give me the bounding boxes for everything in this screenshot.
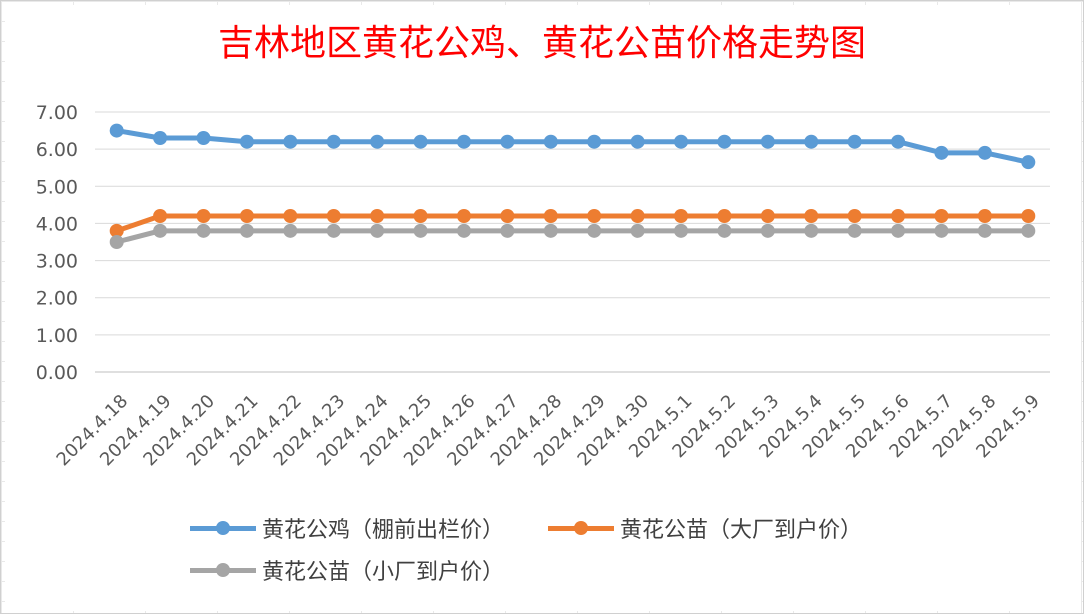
data-point-series-2	[717, 209, 732, 223]
data-point-series-1	[1021, 155, 1036, 170]
data-point-series-1	[500, 134, 515, 149]
data-point-series-3	[413, 223, 428, 238]
legend-swatch-series-2	[548, 518, 614, 538]
data-point-series-2	[760, 209, 775, 223]
legend-swatch-series-1	[190, 518, 256, 538]
data-point-series-3	[326, 223, 341, 238]
data-point-series-2	[109, 223, 124, 238]
data-point-series-1	[370, 134, 385, 149]
data-point-series-1	[326, 134, 341, 149]
data-point-series-1	[674, 134, 689, 149]
data-point-series-2	[283, 209, 298, 223]
data-point-series-3	[370, 223, 385, 238]
data-point-series-3	[109, 235, 124, 249]
legend-label-series-3: 黄花公苗（小厂到户价）	[262, 560, 505, 585]
chart-area	[5, 5, 1081, 611]
y-tick-label: 3.00	[36, 251, 78, 273]
data-point-series-1	[413, 134, 428, 149]
data-point-series-2	[326, 209, 341, 223]
data-point-series-3	[977, 223, 992, 238]
data-point-series-2	[370, 209, 385, 223]
legend-item-series-1: 黄花公鸡（棚前出栏价）	[190, 512, 504, 544]
chart-title: 吉林地区黄花公鸡、黄花公苗价格走势图	[217, 23, 866, 64]
data-point-series-1	[109, 123, 124, 138]
series-line-2	[114, 213, 1031, 234]
data-point-series-3	[891, 223, 906, 238]
legend-label-series-1: 黄花公鸡（棚前出栏价）	[262, 518, 505, 543]
data-point-series-1	[587, 134, 602, 149]
data-point-series-2	[977, 209, 992, 223]
data-point-series-3	[804, 223, 819, 238]
data-point-series-2	[153, 209, 168, 223]
data-point-series-2	[891, 209, 906, 223]
data-point-series-1	[239, 134, 254, 149]
legend-item-series-3: 黄花公苗（小厂到户价）	[190, 554, 504, 586]
data-point-series-3	[760, 223, 775, 238]
data-point-series-1	[283, 134, 298, 149]
data-point-series-1	[977, 145, 992, 160]
data-point-series-1	[543, 134, 558, 149]
data-point-series-2	[196, 209, 211, 223]
data-point-series-3	[239, 223, 254, 238]
data-point-series-3	[1021, 223, 1036, 238]
data-point-series-1	[804, 134, 819, 149]
data-point-series-2	[413, 209, 428, 223]
data-point-series-3	[847, 223, 862, 238]
legend-item-series-2: 黄花公苗（大厂到户价）	[548, 512, 862, 544]
data-point-series-2	[456, 209, 471, 223]
data-point-series-3	[500, 223, 515, 238]
data-point-series-3	[717, 223, 732, 238]
data-point-series-2	[239, 209, 254, 223]
y-tick-label: 7.00	[36, 102, 78, 124]
y-tick-label: 2.00	[36, 288, 78, 310]
data-point-series-1	[196, 131, 211, 145]
data-point-series-1	[847, 134, 862, 149]
data-point-series-2	[630, 209, 645, 223]
data-point-series-3	[153, 223, 168, 238]
data-point-series-3	[543, 223, 558, 238]
data-point-series-2	[1021, 209, 1036, 223]
data-point-series-3	[196, 223, 211, 238]
series-line-1	[114, 128, 1031, 165]
data-point-series-1	[760, 134, 775, 149]
data-point-series-1	[630, 134, 645, 149]
data-point-series-2	[847, 209, 862, 223]
data-point-series-3	[934, 223, 949, 238]
series-line-3	[114, 228, 1031, 245]
data-point-series-3	[456, 223, 471, 238]
data-point-series-3	[283, 223, 298, 238]
data-point-series-2	[587, 209, 602, 223]
data-point-series-2	[804, 209, 819, 223]
legend-label-series-2: 黄花公苗（大厂到户价）	[620, 518, 863, 543]
data-point-series-1	[934, 145, 949, 160]
y-tick-label: 5.00	[36, 176, 78, 198]
data-point-series-2	[934, 209, 949, 223]
y-tick-label: 6.00	[36, 139, 78, 161]
data-point-series-2	[500, 209, 515, 223]
data-point-series-1	[891, 134, 906, 149]
data-point-series-2	[674, 209, 689, 223]
data-point-series-3	[630, 223, 645, 238]
data-point-series-1	[717, 134, 732, 149]
data-point-series-3	[587, 223, 602, 238]
data-point-series-3	[674, 223, 689, 238]
legend-swatch-series-3	[190, 560, 256, 580]
data-point-series-2	[543, 209, 558, 223]
y-tick-label: 1.00	[36, 325, 78, 347]
y-tick-label: 4.00	[36, 213, 78, 235]
y-tick-label: 0.00	[36, 362, 78, 384]
data-point-series-1	[153, 131, 168, 145]
data-point-series-1	[456, 134, 471, 149]
